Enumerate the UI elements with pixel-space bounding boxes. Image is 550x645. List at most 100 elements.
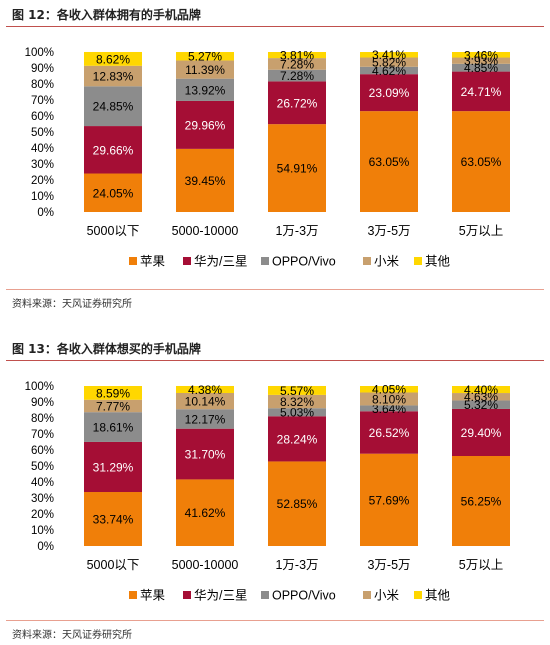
figure-12-title-rule [6,26,544,27]
bar-segment [176,392,234,410]
y-tick-label: 90% [31,63,54,75]
data-label: 4.63% [464,390,498,404]
data-label: 29.66% [93,143,134,157]
data-label: 29.40% [461,426,502,440]
y-tick-label: 10% [31,191,54,203]
bar-segment [268,461,326,546]
legend-label: OPPO/Vivo [272,589,336,603]
bar-segment [452,393,510,401]
figure-12-source: 资料来源：天风证券研究所 [12,299,132,310]
figure-13-chart: 0% 10% 20% 30% 40% 50% 60% 70% 80% 90% 100% 33.74% 3… [25,381,510,603]
y-tick-label: 80% [31,79,54,91]
legend-swatch [183,257,191,265]
category-label: 3万-5万 [367,224,410,238]
legend-label: 华为/三星 [194,588,247,603]
data-label: 5.57% [280,384,314,398]
legend-swatch [261,591,269,599]
data-label: 28.24% [277,432,318,446]
data-label: 10.14% [185,395,226,409]
data-label: 31.29% [93,460,134,474]
legend-swatch [414,257,422,265]
bar-segment [176,148,234,212]
bar-segment [360,74,418,112]
y-tick-label: 30% [31,159,54,171]
data-label: 63.05% [369,155,410,169]
data-label: 7.77% [96,399,130,413]
data-label: 26.52% [369,426,410,440]
bar-segment [84,51,142,66]
bar-segment [360,111,418,212]
legend-swatch [183,591,191,599]
bar-segment [84,65,142,87]
y-tick-label: 50% [31,461,54,473]
data-label: 5.32% [464,398,498,412]
data-label: 23.09% [369,86,410,100]
data-label: 52.85% [277,497,318,511]
data-label: 5.03% [280,406,314,420]
bar-segment [176,428,234,480]
legend-label: OPPO/Vivo [272,255,336,269]
data-label: 4.85% [464,61,498,75]
data-label: 3.41% [372,48,406,62]
data-label: 24.05% [93,186,134,200]
legend-swatch [363,257,371,265]
data-label: 39.45% [185,174,226,188]
bar-segment [452,400,510,409]
legend-label: 小米 [374,255,400,269]
y-tick-label: 40% [31,143,54,155]
legend-swatch [129,257,137,265]
y-tick-label: 100% [25,47,54,59]
bar-segment [452,71,510,112]
bar-segment [176,479,234,546]
legend-swatch [129,591,137,599]
bar-segment [268,408,326,417]
data-label: 4.40% [464,383,498,397]
figure-12-title: 图 12：各收入群体拥有的手机品牌 [12,8,201,22]
y-tick-label: 0% [37,541,54,553]
data-label: 29.96% [185,118,226,132]
legend-label: 华为/三星 [194,254,247,269]
bar-segment [268,52,326,59]
bar-segment [176,100,234,149]
data-label: 5.82% [372,56,406,70]
y-tick-label: 50% [31,127,54,139]
figure-12-source-rule [6,289,544,290]
bar-segment [452,57,510,64]
data-label: 26.72% [277,96,318,110]
figure-13-title: 图 13：各收入群体想买的手机品牌 [12,342,201,356]
bar-segment [268,416,326,462]
data-label: 33.74% [93,513,134,527]
data-label: 57.69% [369,493,410,507]
category-label: 5万以上 [459,558,503,572]
figure-13-title-rule [6,360,544,361]
bar-segment [360,66,418,75]
figure-13-source-rule [6,620,544,621]
figure-12-chart: 0% 10% 20% 30% 40% 50% 60% 70% 80% 90% 100% 24.05% 2… [25,47,510,269]
category-label: 3万-5万 [367,558,410,572]
bar-segment [84,386,142,400]
bar-segment [84,441,142,493]
legend-label: 其他 [425,255,451,269]
bar-segment [176,60,234,79]
data-label: 4.38% [188,383,222,397]
data-label: 3.46% [464,48,498,62]
data-label: 8.10% [372,392,406,406]
bar-segment [360,52,418,58]
y-tick-label: 80% [31,413,54,425]
bar-segment [268,124,326,212]
data-label: 41.62% [185,506,226,520]
bar-segment [84,173,142,212]
category-label: 1万-3万 [275,558,318,572]
category-label: 5000-10000 [172,558,239,572]
data-label: 12.83% [93,70,134,84]
legend-label: 苹果 [140,589,166,603]
legend-label: 其他 [425,589,451,603]
legend-label: 小米 [374,589,400,603]
bar-segment [268,58,326,70]
data-label: 24.85% [93,100,134,114]
bar-segment [268,385,326,395]
data-label: 12.17% [185,412,226,426]
y-tick-label: 20% [31,509,54,521]
y-tick-label: 20% [31,175,54,187]
data-label: 8.62% [96,52,130,66]
